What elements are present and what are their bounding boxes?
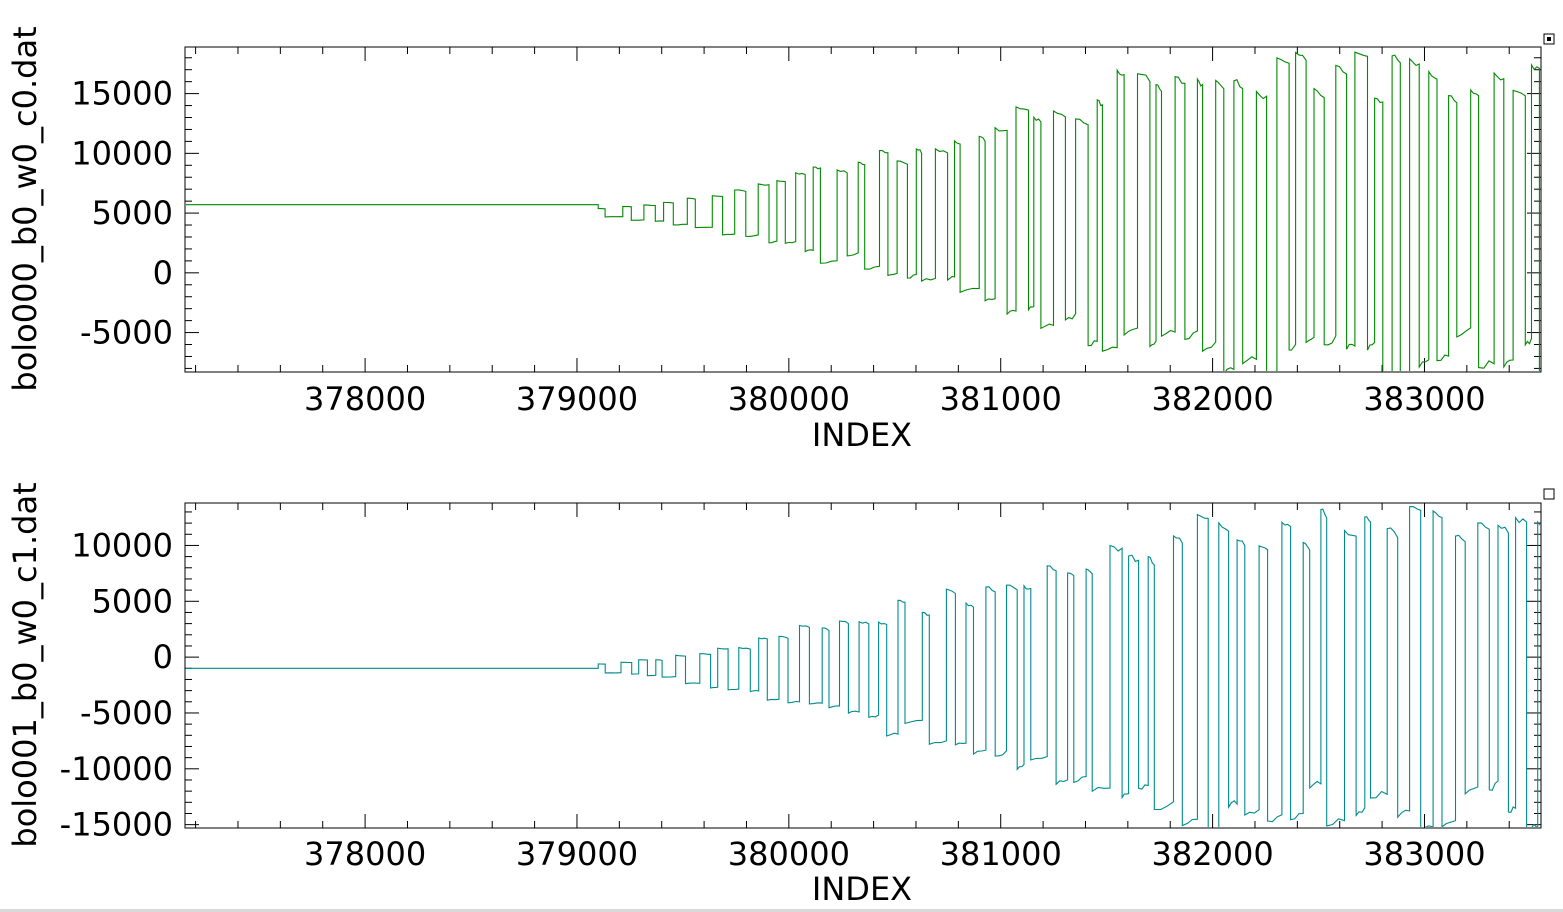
x-tick-label: 379000 — [516, 380, 638, 418]
y-tick-label: -5000 — [80, 694, 173, 732]
x-axis-title: INDEX — [812, 870, 912, 908]
x-tick-label: 380000 — [728, 380, 850, 418]
panel-select-mark — [1547, 37, 1551, 41]
series-line-0 — [186, 51, 1540, 371]
bottom-border — [0, 909, 1563, 912]
y-tick-label: 5000 — [92, 194, 173, 232]
x-tick-label: 383000 — [1363, 835, 1485, 873]
x-tick-label: 378000 — [304, 380, 426, 418]
y-axis-title: bolo001_b0_w0_c1.dat — [6, 482, 44, 847]
y-tick-label: 5000 — [92, 582, 173, 620]
x-axis-title: INDEX — [812, 416, 912, 454]
x-tick-label: 381000 — [940, 380, 1062, 418]
y-tick-label: 0 — [153, 638, 173, 676]
x-tick-label: 380000 — [728, 835, 850, 873]
chart-panel-0: 378000 379000 380000 381000 382000 383000 -500… — [6, 26, 1555, 454]
y-tick-label: -15000 — [60, 806, 173, 844]
y-tick-label: 0 — [153, 254, 173, 292]
x-tick-label: 383000 — [1363, 380, 1485, 418]
y-tick-label: 15000 — [71, 75, 173, 113]
y-tick-label: -5000 — [80, 314, 173, 352]
y-tick-label: -10000 — [60, 750, 173, 788]
x-tick-label: 381000 — [940, 835, 1062, 873]
y-tick-label: 10000 — [71, 526, 173, 564]
y-axis-title: bolo000_b0_w0_c0.dat — [6, 26, 44, 391]
series-line-1 — [186, 506, 1540, 827]
plot-frame — [184, 46, 1542, 373]
panel-select-box[interactable] — [1543, 488, 1555, 500]
x-tick-label: 379000 — [516, 835, 638, 873]
chart-panel-1: 378000 379000 380000 381000 382000 383000 -150… — [6, 482, 1555, 908]
x-tick-label: 378000 — [304, 835, 426, 873]
plot-frame — [184, 502, 1542, 829]
y-tick-label: 10000 — [71, 134, 173, 172]
x-tick-label: 382000 — [1152, 380, 1274, 418]
x-tick-label: 382000 — [1152, 835, 1274, 873]
